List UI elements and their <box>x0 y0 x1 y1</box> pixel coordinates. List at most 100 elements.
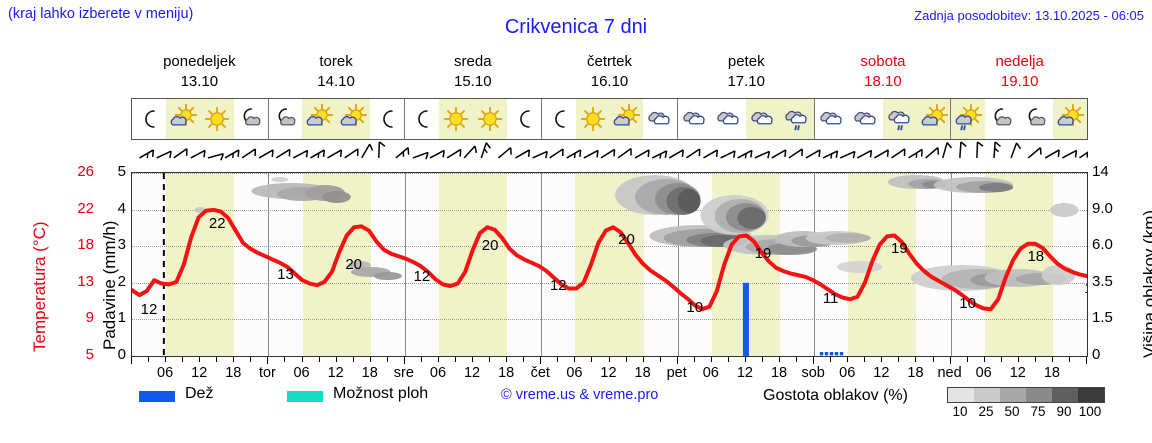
time-axis-label: 18 <box>907 365 924 381</box>
day-separator-gridline <box>814 173 816 356</box>
rain-legend-swatch <box>139 391 175 402</box>
day-header-ponedeljek: ponedeljek 13.10 <box>131 52 268 96</box>
time-axis-tick <box>557 357 559 362</box>
time-axis-label: pet <box>666 365 687 381</box>
day-date: 19.10 <box>1000 73 1039 91</box>
horizontal-gridline <box>132 282 1087 284</box>
daylight-band <box>166 173 235 356</box>
axis-tick-label: 9.0 <box>1092 199 1113 217</box>
cloud-density-swatch <box>1052 388 1078 402</box>
day-header-petek: petek 17.10 <box>678 52 815 96</box>
temperature-value-label: 19 <box>891 240 908 258</box>
axis-tick-label: 18 <box>77 236 94 254</box>
temperature-value-label: 12 <box>413 268 431 286</box>
time-axis-tick <box>335 357 337 362</box>
time-axis-label: 12 <box>1009 365 1026 381</box>
day-header-četrtek: četrtek 16.10 <box>541 52 678 96</box>
time-axis-tick <box>659 357 661 362</box>
horizontal-gridline <box>132 319 1087 321</box>
time-axis-label: 06 <box>975 365 992 381</box>
time-axis-tick <box>1051 357 1053 362</box>
sun-icon <box>199 99 234 139</box>
time-axis-tick <box>386 357 388 362</box>
time-axis-label: 12 <box>600 365 617 381</box>
time-axis-tick <box>779 357 781 362</box>
temperature-value-label: 18 <box>1027 247 1045 265</box>
time-axis-label: čet <box>530 365 550 381</box>
time-axis-label: 18 <box>498 365 515 381</box>
rain-legend-label: Dež <box>185 385 214 402</box>
time-axis-tick <box>727 357 729 362</box>
time-axis-tick <box>1086 357 1087 364</box>
time-axis-tick <box>932 357 934 362</box>
cloud-height-tick-labels: 14 9.0 6.0 3.5 1.5 0 <box>1092 163 1132 363</box>
time-axis-tick <box>1000 357 1002 362</box>
moon-icon <box>506 99 541 139</box>
cloud-height-axis-title: Višina oblakov (km) <box>1140 209 1152 358</box>
last-update-label: Zadnja posodobitev: 13.10.2025 - 06:05 <box>914 8 1144 23</box>
precipitation-tick-labels: 5 4 3 2 1 0 <box>104 163 126 363</box>
time-axis-tick <box>608 357 610 362</box>
moon-icon <box>132 99 166 139</box>
time-axis-label: ned <box>937 365 962 381</box>
moon-behind-cloud-icon <box>233 99 268 139</box>
day-header-row: ponedeljek 13.10 torek 14.10 sreda 15.10 četrt… <box>131 52 1088 96</box>
time-axis-tick <box>369 357 371 362</box>
axis-tick-label: 0 <box>1092 346 1101 363</box>
time-axis-label: 06 <box>293 365 310 381</box>
temperature-axis-title: Temperatura (°C) <box>30 221 49 352</box>
cloud-density-tick-label: 25 <box>978 404 994 419</box>
moon-icon <box>541 99 576 139</box>
day-date: 17.10 <box>727 73 765 91</box>
sun-behind-cloud-icon <box>165 99 200 139</box>
time-axis-tick <box>574 357 576 362</box>
time-axis-tick <box>761 357 763 362</box>
time-axis-tick <box>625 357 627 362</box>
time-axis-label: 12 <box>327 365 344 381</box>
day-date: 18.10 <box>864 73 902 91</box>
day-header-nedelja: nedelja 19.10 <box>951 52 1088 96</box>
time-axis-label: 18 <box>1043 365 1060 381</box>
sun-behind-cloud-icon <box>916 99 951 139</box>
sun-behind-cloud-rain-icon <box>951 99 986 139</box>
time-axis-tick <box>131 357 132 364</box>
day-separator-gridline <box>677 173 679 356</box>
cloud-density-tick-label: 75 <box>1030 404 1046 419</box>
time-axis-tick <box>693 357 695 362</box>
sun-icon <box>439 99 473 139</box>
day-name: nedelja <box>995 53 1044 70</box>
icon-day-group <box>268 99 406 139</box>
temperature-tick-labels: 26 22 18 13 9 5 <box>52 163 94 363</box>
temperature-value-label: 10 <box>686 298 704 316</box>
cloud-icon <box>643 99 678 139</box>
time-axis-label: tor <box>258 365 276 381</box>
time-axis-label: 18 <box>225 365 242 381</box>
day-header-sreda: sreda 15.10 <box>404 52 541 96</box>
axis-tick-label: 13 <box>77 272 94 290</box>
time-axis-tick <box>1068 357 1070 362</box>
cloud-density-swatch <box>1026 388 1052 402</box>
cloud-rain-icon <box>882 99 917 139</box>
cloud-icon <box>678 99 713 139</box>
time-axis-tick <box>437 357 439 362</box>
cloud-density-tick-label: 100 <box>1078 404 1102 419</box>
time-axis-tick <box>676 357 678 364</box>
cloud-density-swatch <box>1078 388 1104 402</box>
cloud-density-swatch <box>948 388 974 402</box>
moon-icon <box>405 99 440 139</box>
time-axis-label: sre <box>393 365 414 381</box>
time-axis-tick <box>420 357 422 362</box>
cloud-icon <box>746 99 780 139</box>
cloud-icon <box>848 99 883 139</box>
time-axis-label: sob <box>801 365 825 381</box>
time-axis-tick <box>949 357 951 364</box>
temperature-value-label: 22 <box>208 214 226 232</box>
sun-behind-cloud-icon <box>336 99 371 139</box>
time-axis-tick <box>881 357 883 362</box>
horizontal-gridline <box>132 246 1087 248</box>
time-axis-tick <box>642 357 644 362</box>
day-date: 15.10 <box>454 73 492 91</box>
time-axis-tick <box>233 357 235 362</box>
daylight-band <box>984 173 1053 356</box>
weather-icon-strip <box>131 98 1088 140</box>
